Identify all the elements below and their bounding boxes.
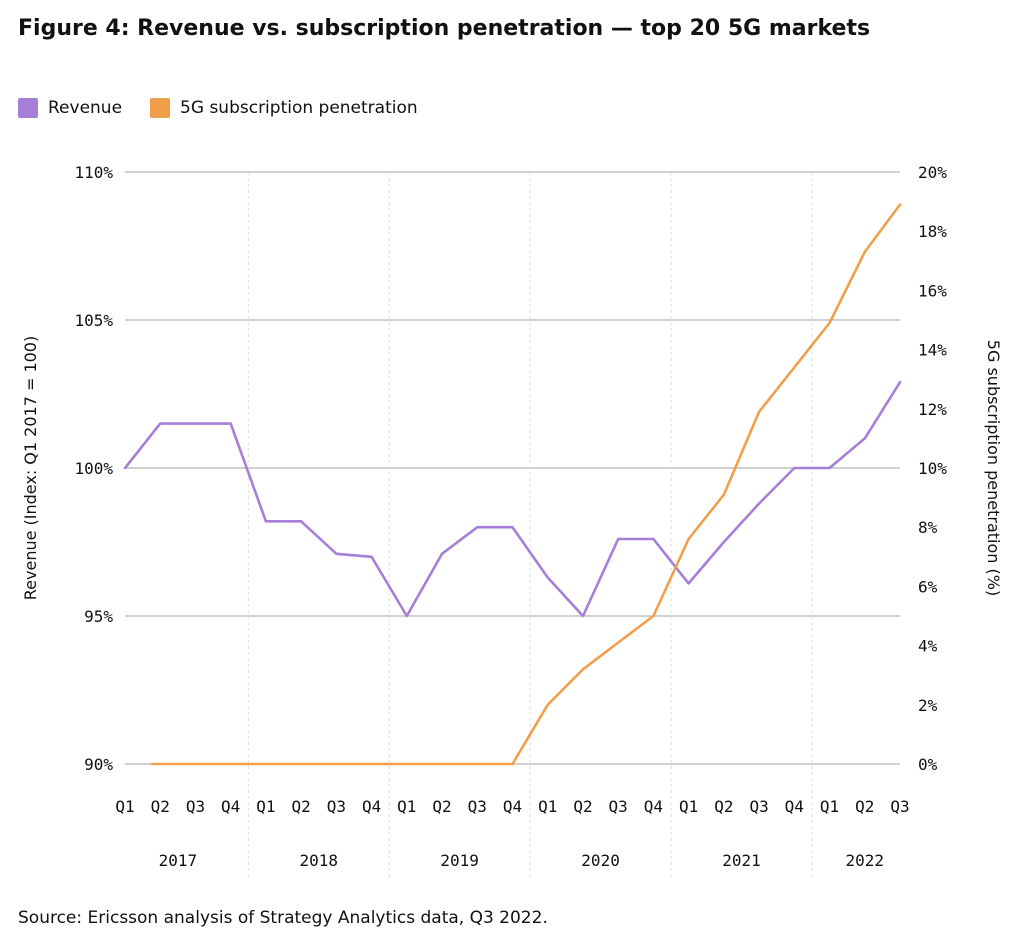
x-tick-label: Q4 <box>362 797 381 816</box>
series-line-penetration <box>150 203 902 766</box>
y2-tick-label: 2% <box>918 696 938 715</box>
x-tick-label: Q3 <box>609 797 628 816</box>
x-tick-label: Q1 <box>538 797 557 816</box>
legend: Revenue 5G subscription penetration <box>18 98 446 118</box>
y2-axis-title: 5G subscription penetration (%) <box>984 340 1003 596</box>
chart-title: Figure 4: Revenue vs. subscription penet… <box>18 16 871 41</box>
x-tick-label: Q2 <box>292 797 311 816</box>
x-tick-label: Q2 <box>573 797 592 816</box>
y2-tick-label: 18% <box>918 222 947 241</box>
x-tick-label: Q1 <box>115 797 134 816</box>
y-tick-label: 100% <box>74 459 113 478</box>
x-tick-label: Q3 <box>468 797 487 816</box>
x-tick-label: Q2 <box>432 797 451 816</box>
y2-tick-label: 0% <box>918 755 938 774</box>
y-tick-label: 110% <box>74 163 113 182</box>
y2-tick-label: 10% <box>918 459 947 478</box>
y2-tick-label: 16% <box>918 281 947 300</box>
y-tick-label: 95% <box>84 607 113 626</box>
x-tick-label: Q4 <box>503 797 522 816</box>
x-tick-label: Q4 <box>644 797 663 816</box>
x-tick-label: Q1 <box>256 797 275 816</box>
legend-swatch-penetration <box>150 98 171 118</box>
x-tick-label: Q1 <box>679 797 698 816</box>
year-label: 2018 <box>299 851 338 870</box>
year-label: 2019 <box>440 851 479 870</box>
year-label: 2020 <box>581 851 620 870</box>
x-tick-label: Q3 <box>890 797 909 816</box>
x-tick-label: Q2 <box>151 797 170 816</box>
legend-item-revenue: Revenue <box>18 98 122 118</box>
y-tick-label: 90% <box>84 755 113 774</box>
y2-tick-label: 20% <box>918 163 947 182</box>
legend-item-penetration: 5G subscription penetration <box>150 98 418 118</box>
y2-tick-label: 8% <box>918 518 938 537</box>
y2-tick-label: 14% <box>918 341 947 360</box>
y-tick-label: 105% <box>74 311 113 330</box>
year-label: 2022 <box>846 851 885 870</box>
y2-tick-label: 4% <box>918 637 938 656</box>
x-tick-label: Q4 <box>785 797 804 816</box>
chart-plot: 90% 95% 100% 105% 110% 0% 2% 4% 6% 8% 10% 12% 14% 16%… <box>21 163 1003 880</box>
y-axis-title: Revenue (Index: Q1 2017 = 100) <box>21 336 40 600</box>
x-tick-label: Q2 <box>714 797 733 816</box>
year-label: 2017 <box>159 851 198 870</box>
x-tick-label: Q2 <box>855 797 874 816</box>
legend-label-penetration: 5G subscription penetration <box>180 98 418 118</box>
year-label: 2021 <box>722 851 761 870</box>
source-note: Source: Ericsson analysis of Strategy An… <box>18 908 548 928</box>
y2-tick-label: 12% <box>918 400 947 419</box>
x-tick-label: Q3 <box>327 797 346 816</box>
x-tick-label: Q4 <box>221 797 240 816</box>
y2-tick-label: 6% <box>918 577 938 596</box>
legend-label-revenue: Revenue <box>48 98 123 118</box>
x-tick-label: Q1 <box>820 797 839 816</box>
x-tick-label: Q3 <box>186 797 205 816</box>
legend-swatch-revenue <box>18 98 38 118</box>
series-line-revenue <box>123 380 902 618</box>
x-tick-label: Q3 <box>749 797 768 816</box>
x-tick-label: Q1 <box>397 797 416 816</box>
